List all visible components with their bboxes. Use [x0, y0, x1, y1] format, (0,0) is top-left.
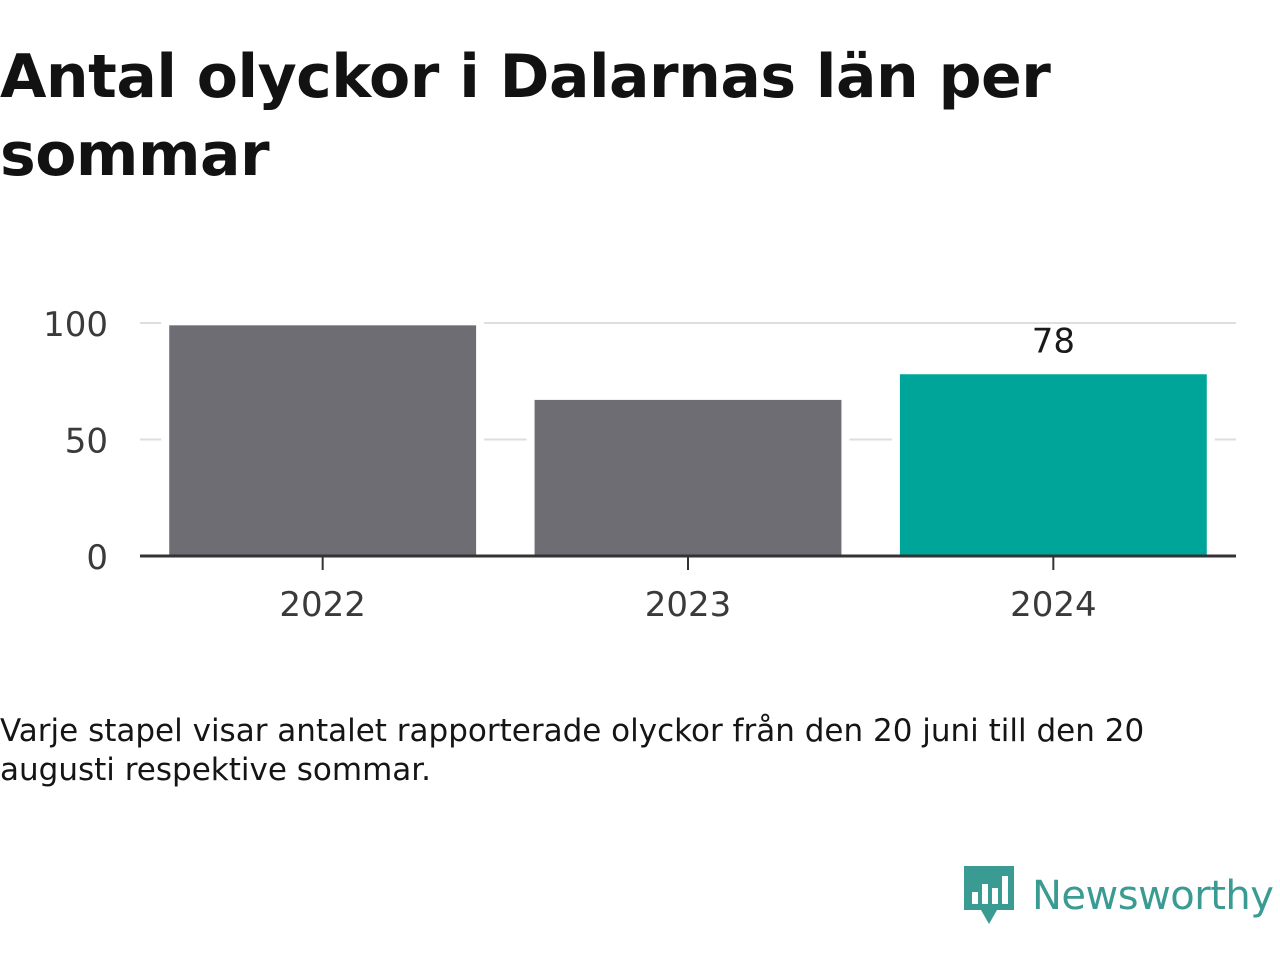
- bar-chart: 0 50 100 2022 2023 78 2024: [43, 305, 1236, 625]
- bar-2024: [899, 374, 1207, 556]
- brand-name: Newsworthy: [1032, 873, 1274, 919]
- bar-2023: [534, 399, 842, 556]
- chart-footnote: Varje stapel visar antalet rapporterade …: [0, 713, 1145, 788]
- x-axis: [140, 554, 1236, 570]
- y-tick-label: 0: [86, 538, 108, 578]
- y-tick-label: 50: [65, 422, 108, 462]
- y-tick-label: 100: [43, 305, 108, 345]
- tick-labels: 0 50 100 2022 2023 78 2024: [43, 305, 1097, 625]
- chart-title: Antal olyckor i Dalarnas län per sommar: [0, 42, 1051, 190]
- x-tick-label: 2022: [279, 585, 366, 625]
- data-label: 78: [1032, 321, 1075, 361]
- bar-chart-logo-icon: [964, 866, 1014, 924]
- bars: [161, 321, 1215, 556]
- newsworthy-logo: Newsworthy: [964, 864, 1274, 928]
- x-tick-label: 2024: [1010, 585, 1097, 625]
- x-tick-label: 2023: [645, 585, 732, 625]
- bar-2022: [169, 325, 477, 556]
